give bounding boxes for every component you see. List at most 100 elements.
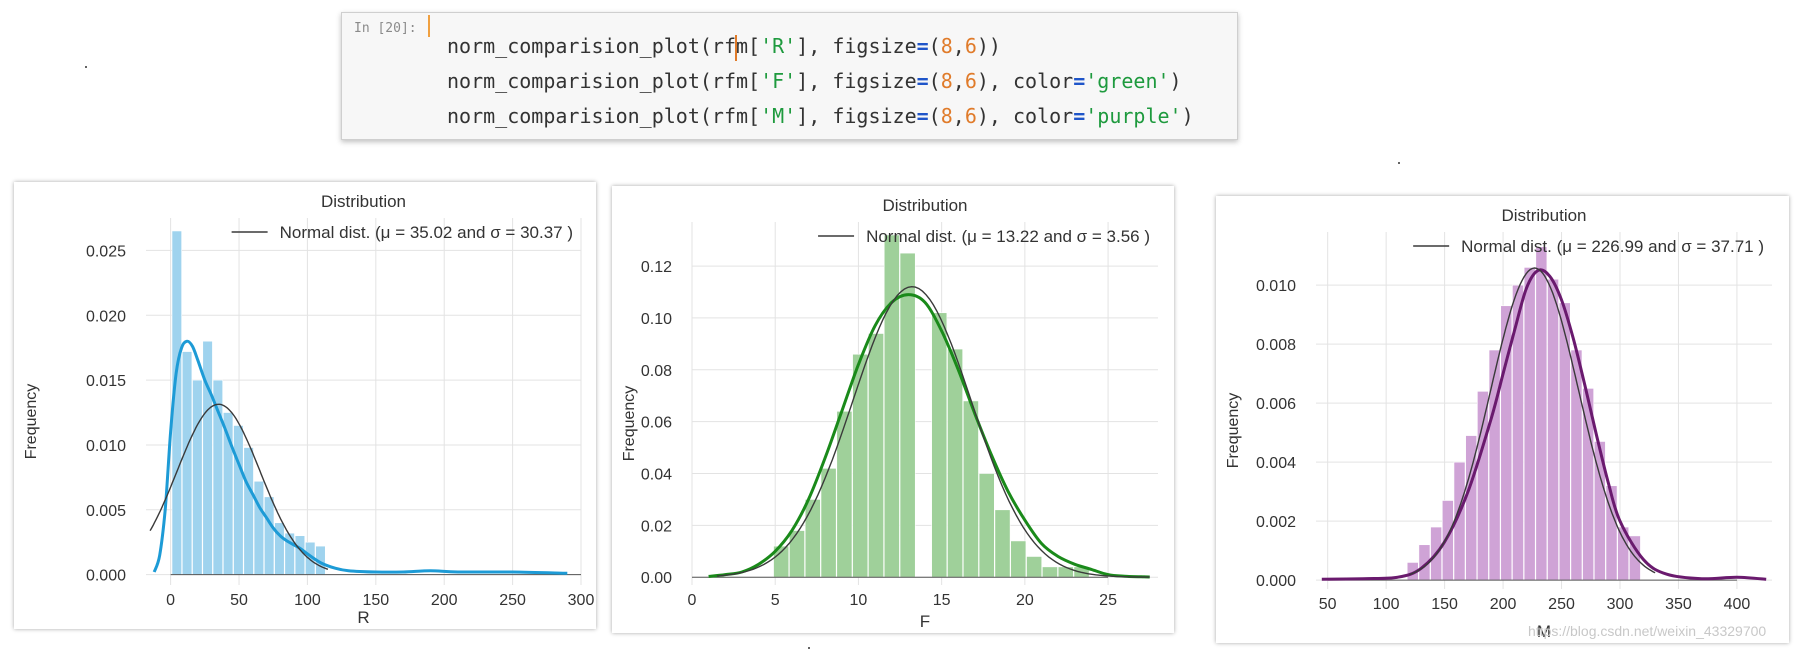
x-axis-label: M (1537, 622, 1551, 641)
code-line[interactable]: norm_comparision_plot(rfm['M'], figsize=… (447, 99, 1194, 134)
histogram-bar (836, 410, 853, 578)
code-token: , (952, 104, 965, 128)
code-token: , (952, 34, 965, 58)
y-tick-label: 0.008 (1256, 337, 1296, 354)
code-token: 'purple' (1085, 104, 1182, 128)
code-token: ), color (976, 69, 1074, 93)
x-tick-label: 100 (294, 592, 321, 609)
histogram-bar (181, 351, 193, 575)
stray-dot (1398, 162, 1400, 164)
code-token: ], figsize (796, 69, 917, 93)
code-token: = (916, 34, 929, 58)
y-axis-label: Frequency (621, 386, 638, 462)
histogram-bar (962, 400, 979, 578)
histogram-bar (1523, 267, 1536, 581)
chart-svg: 50 100 150 200 250 300 350 400 0.000 0.002 0.004 0.… (1225, 206, 1772, 641)
cell-prompt: In [20]: (354, 21, 417, 36)
code-token: 'F' (760, 69, 797, 93)
y-tick-label: 0.000 (86, 568, 126, 585)
histogram-bar (264, 496, 275, 575)
x-tick-label: 300 (1607, 596, 1634, 613)
code-cell[interactable]: In [20]: norm_comparision_plot(rfm['R'],… (341, 12, 1238, 140)
histogram-bar (883, 234, 900, 578)
histogram-bar (1547, 278, 1559, 581)
code-token: 6 (964, 69, 977, 93)
histogram-bar (994, 509, 1011, 578)
histogram-bar (978, 473, 995, 578)
x-tick-label: 25 (1099, 592, 1117, 609)
y-tick-label: 0.025 (86, 243, 126, 260)
x-tick-label: 250 (499, 592, 526, 609)
code-token: 8 (940, 104, 953, 128)
code-token: = (1073, 69, 1086, 93)
y-tick-label: 0.12 (641, 259, 672, 276)
cell-prompt-marker (428, 15, 430, 37)
x-axis-label: F (920, 612, 930, 631)
x-axis-label: R (357, 608, 369, 627)
code-editor[interactable]: norm_comparision_plot(rfm['R'], figsize=… (447, 29, 1194, 134)
y-tick-label: 0.010 (86, 438, 126, 455)
legend-label: Normal dist. (μ = 226.99 and σ = 37.71 ) (1461, 237, 1764, 256)
code-token: norm_comparision_plot(rf (447, 34, 736, 58)
x-tick-label: 400 (1724, 596, 1751, 613)
y-tick-label: 0.020 (86, 308, 126, 325)
y-tick-label: 0.006 (1256, 396, 1296, 413)
x-tick-label: 10 (850, 592, 868, 609)
x-tick-label: 200 (431, 592, 458, 609)
code-token: 6 (964, 104, 977, 128)
code-token: 6 (964, 34, 977, 58)
legend: Normal dist. (μ = 13.22 and σ = 3.56 ) (818, 227, 1150, 246)
watermark: https://blog.csdn.net/weixin_43329700 (1528, 623, 1767, 639)
x-tick-label: 20 (1016, 592, 1034, 609)
histogram-bar (233, 425, 244, 575)
code-token: ), color (976, 104, 1074, 128)
code-token: ) (1169, 69, 1182, 93)
code-token: m[ (735, 34, 761, 58)
code-token: ) (1181, 104, 1194, 128)
histogram-bar (789, 530, 805, 578)
x-tick-label: 0 (688, 592, 697, 609)
code-token: = (1073, 104, 1086, 128)
code-token: norm_comparision_plot(rfm[ (447, 69, 761, 93)
histogram-bar (192, 379, 203, 575)
x-tick-label: 100 (1373, 596, 1400, 613)
histogram-bar (1558, 302, 1571, 581)
text-cursor (734, 34, 737, 61)
histogram-bar (1057, 566, 1074, 578)
y-axis-label: Frequency (23, 384, 40, 460)
chart-title: Distribution (882, 196, 967, 215)
y-tick-label: 0.002 (1256, 514, 1296, 531)
y-tick-label: 0.015 (86, 373, 126, 390)
histogram-bar (868, 333, 884, 578)
legend-label: Normal dist. (μ = 13.22 and σ = 3.56 ) (866, 227, 1150, 246)
legend: Normal dist. (μ = 226.99 and σ = 37.71 ) (1413, 237, 1764, 256)
histogram-bar (931, 312, 948, 578)
histogram-bar (852, 353, 869, 578)
code-line[interactable]: norm_comparision_plot(rfm['F'], figsize =… (447, 64, 1194, 99)
y-tick-label: 0.004 (1256, 455, 1296, 472)
code-token: ], figsize (796, 34, 917, 58)
histogram-bar (253, 480, 265, 575)
kde-curve (708, 293, 1150, 579)
histogram-bar (899, 252, 916, 578)
histogram-bar (820, 468, 837, 578)
histogram-bar (1535, 246, 1548, 581)
histogram-bar (243, 447, 254, 575)
histogram-bar (804, 499, 821, 578)
code-token: 8 (940, 34, 953, 58)
chart-title: Distribution (321, 192, 406, 211)
histogram-bar (294, 535, 306, 575)
histogram-bar (1477, 391, 1489, 581)
x-tick-label: 150 (362, 592, 389, 609)
code-token: ], figsize (796, 104, 917, 128)
y-tick-label: 0.10 (641, 311, 672, 328)
chart-svg: 0 5 10 15 20 25 0.00 0.02 0.04 0.06 0.08 0.10 0.12 Di… (621, 196, 1158, 631)
x-tick-label: 0 (166, 592, 175, 609)
code-line[interactable]: norm_comparision_plot(rfm['R'], figsize=… (447, 29, 1194, 64)
stray-dot (85, 66, 87, 68)
normal-fit-curve (1409, 267, 1656, 576)
chart-svg: 0 50 100 150 200 250 300 0.000 0.005 0.010 0.015 0.… (23, 192, 594, 627)
normal-fit-curve (716, 285, 1150, 578)
x-tick-label: 15 (933, 592, 951, 609)
y-tick-label: 0.06 (641, 415, 672, 432)
